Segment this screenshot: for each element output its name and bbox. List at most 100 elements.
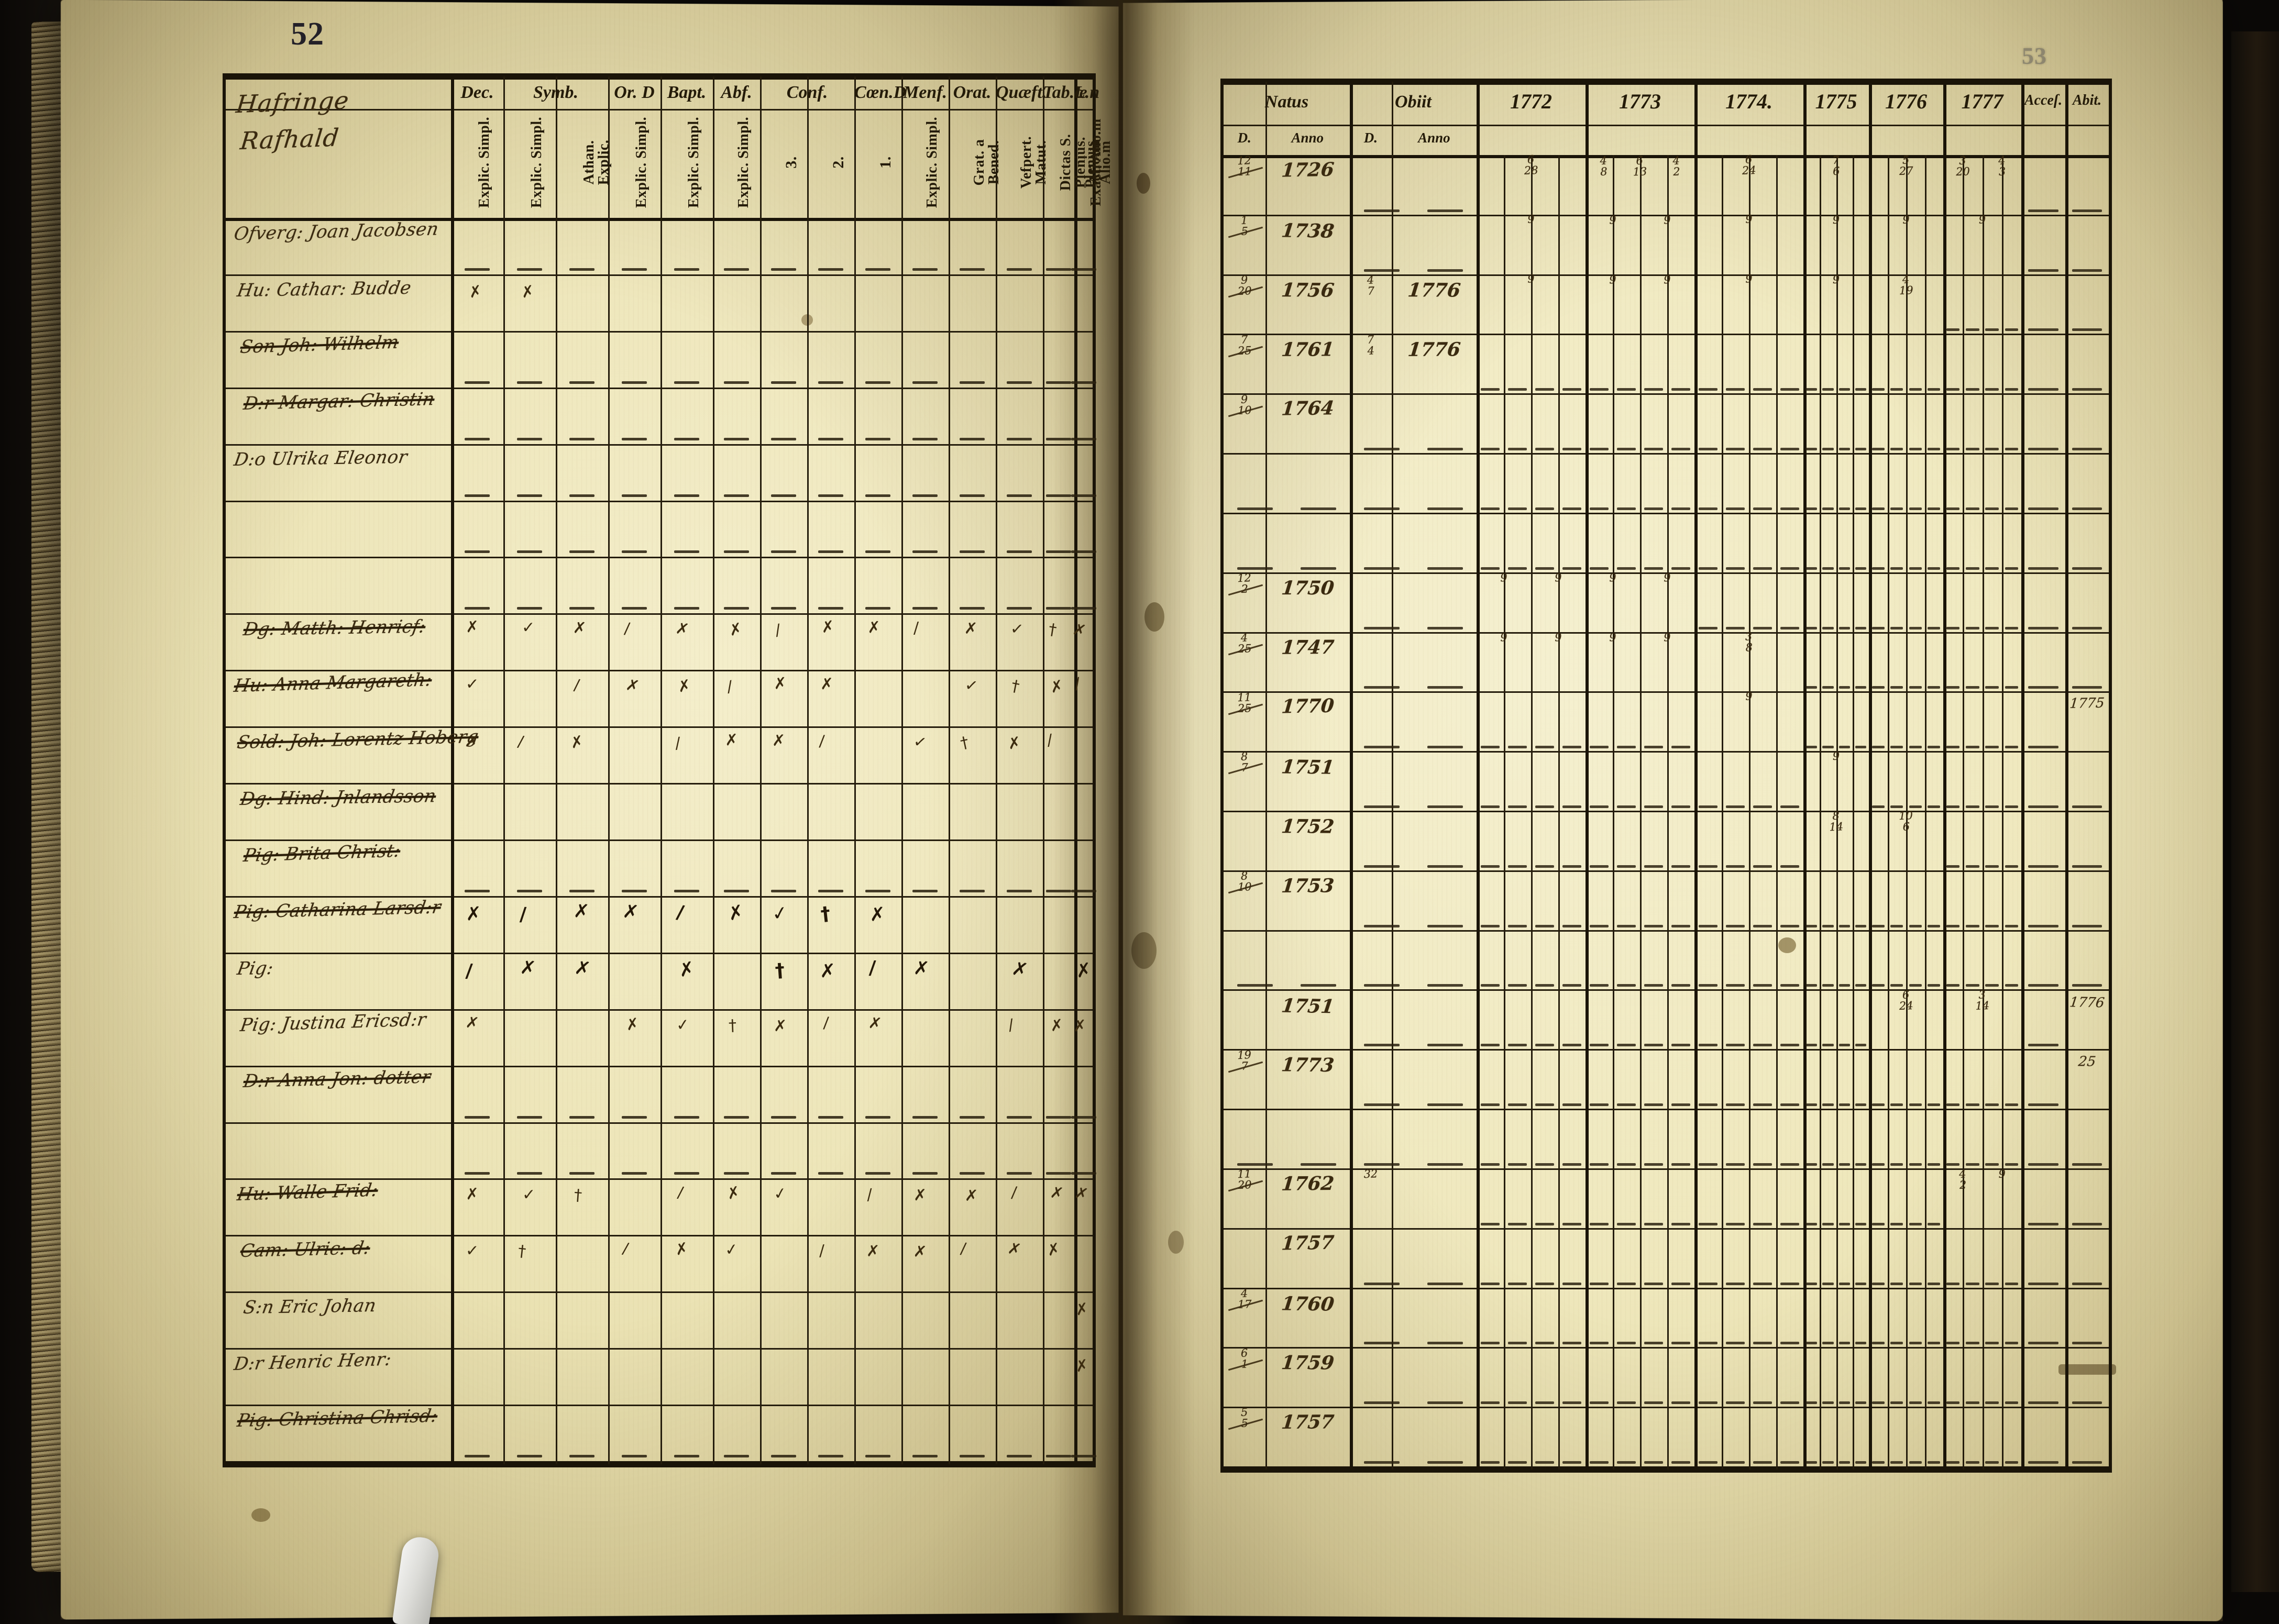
cell-dash: [1671, 746, 1690, 749]
cell-dash: [1822, 1222, 1834, 1225]
cell-dash: [1617, 1163, 1636, 1166]
cell-dash: [1427, 805, 1463, 808]
cell-dash: [724, 494, 749, 497]
cell-natus-day: 7 25: [1238, 333, 1252, 357]
attendance-mark: ✗: [621, 900, 640, 924]
cell-dash: [1671, 567, 1690, 570]
cell-dash: [1427, 507, 1463, 510]
attendance-mark: ✗: [572, 900, 590, 923]
cell-dash: [465, 1172, 490, 1175]
cell-natus-day: 11 20: [1237, 1167, 1252, 1191]
cell-dash: [622, 550, 647, 554]
cell-dash: [1753, 1044, 1772, 1047]
cell-y1772: 9: [1554, 571, 1562, 584]
header-natus: Natus: [1264, 92, 1309, 112]
cell-dash: [1046, 494, 1071, 497]
header-symb: Symb.: [533, 83, 578, 102]
cell-natus: 1760: [1280, 1292, 1335, 1316]
name-entry: Pig: Justina Ericsd:r: [239, 1009, 428, 1036]
cell-dash: [1871, 626, 1885, 629]
cell-dash: [1806, 1103, 1818, 1107]
cell-dash: [1890, 924, 1903, 927]
cell-dash: [1928, 448, 1941, 451]
name-entry: Ofverg: Joan Jacobsen: [232, 218, 441, 245]
cell-y1775: 9: [1832, 213, 1840, 227]
cell-dash: [1699, 984, 1717, 987]
row-rule: [226, 331, 1093, 333]
cell-dash: [1699, 1282, 1717, 1285]
cell-dash: [2028, 1044, 2058, 1047]
cell-dash: [1855, 1461, 1866, 1464]
cell-y1772: 6 28: [1524, 153, 1539, 178]
cell-y1777: 4 2: [1958, 1167, 1967, 1192]
cell-dash: [1985, 1163, 1999, 1166]
cell-dash: [1909, 448, 1922, 451]
attendance-mark: /: [959, 1239, 967, 1259]
row-rule: [226, 1348, 1093, 1350]
cell-dash: [2072, 567, 2102, 570]
attendance-mark: ✓: [770, 901, 790, 926]
cell-dash: [1946, 984, 1960, 987]
attendance-mark: ✗: [465, 903, 482, 925]
cell-dash: [1726, 1222, 1745, 1225]
cell-dash: [1753, 1103, 1772, 1107]
attendance-mark: /: [913, 619, 919, 638]
attendance-mark: /: [516, 732, 525, 752]
name-entry: Dg: Hind: Jnlandsson: [238, 786, 438, 810]
attendance-mark: †: [819, 903, 832, 925]
cell-dash: [674, 1455, 699, 1457]
cell-dash: [1535, 1342, 1554, 1345]
cell-dash: [1855, 448, 1866, 451]
cell-dash: [1726, 567, 1745, 570]
cell-dash: [1007, 437, 1032, 440]
cell-dash: [1726, 805, 1745, 808]
cell-dash: [1806, 686, 1818, 689]
cell-dash: [1508, 388, 1527, 391]
cell-dash: [1046, 1115, 1071, 1119]
cell-dash: [569, 268, 594, 271]
cell-dash: [818, 268, 843, 271]
cell-dash: [1780, 1401, 1799, 1405]
cell-dash: [1427, 448, 1463, 451]
cell-dash: [517, 381, 542, 384]
cell-dash: [1966, 865, 1979, 868]
cell-dash: [1671, 1044, 1690, 1047]
cell-dash: [1753, 984, 1772, 987]
cell-dash: [517, 550, 542, 554]
cell-dash: [1590, 448, 1609, 451]
row-rule: [1224, 1168, 2109, 1170]
attendance-mark: ✗: [674, 1239, 690, 1260]
cell-dash: [622, 889, 647, 892]
cell-dash: [1806, 1282, 1818, 1285]
cell-dash: [1806, 626, 1818, 629]
page-number-left: 52: [291, 16, 324, 52]
subheader-ord_a: Explic. Simpl.: [633, 116, 649, 208]
cell-dash: [1508, 1222, 1527, 1225]
row-rule: [226, 557, 1093, 558]
cell-dash: [1753, 567, 1772, 570]
cell-dash: [1838, 626, 1850, 629]
cell-dash: [1427, 1342, 1463, 1345]
cell-dash: [1855, 388, 1866, 391]
cell-dash: [724, 889, 749, 892]
cell-dash: [1071, 494, 1096, 497]
cell-dash: [1617, 1222, 1636, 1225]
cell-dash: [1806, 924, 1818, 927]
cell-dash: [1780, 1461, 1799, 1464]
cell-y1773: 9: [1609, 214, 1617, 227]
name-entry: Sold: Joh: Lorentz Hoberg: [235, 726, 480, 754]
cell-dash: [771, 381, 796, 384]
header-bapt: Bapt.: [667, 83, 707, 102]
attendance-mark: /: [623, 619, 631, 638]
row-rule: [226, 613, 1093, 615]
cell-dash: [1726, 507, 1745, 510]
cell-dash: [1427, 269, 1463, 272]
cell-dash: [771, 1455, 796, 1457]
cell-obiit: 1776: [1406, 279, 1462, 302]
cell-dash: [1780, 567, 1799, 570]
subheader-dec_a: Explic. Simpl.: [476, 116, 492, 208]
cell-dash: [2028, 507, 2058, 510]
cell-dash: [1562, 1282, 1581, 1285]
cell-dash: [1966, 1103, 1979, 1107]
right-table-rule-bottom: [1224, 1466, 2109, 1470]
